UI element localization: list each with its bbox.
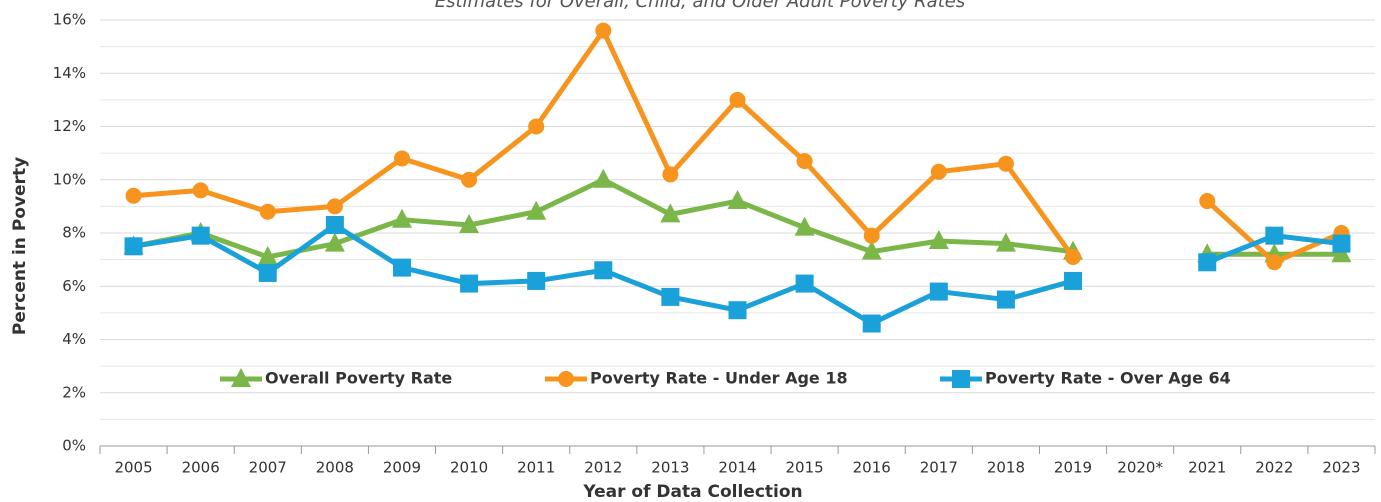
marker: [595, 22, 612, 39]
marker: [392, 258, 411, 277]
x-tick-label: 2022: [1255, 459, 1293, 477]
legend-label: Poverty Rate - Under Age 18: [590, 369, 848, 388]
legend-label: Poverty Rate - Over Age 64: [985, 369, 1231, 388]
marker: [393, 150, 410, 167]
legend-label: Overall Poverty Rate: [265, 369, 452, 388]
x-tick-label: 2012: [584, 459, 622, 477]
legend-item: Poverty Rate - Over Age 64: [940, 369, 1231, 388]
x-tick-label: 2021: [1188, 459, 1226, 477]
x-tick-label: 2014: [718, 459, 756, 477]
y-axis-label: Percent in Poverty: [10, 157, 30, 335]
x-tick-label: 2016: [853, 459, 891, 477]
marker: [1266, 254, 1283, 271]
marker: [526, 200, 547, 220]
x-tick-label: 2023: [1322, 459, 1360, 477]
y-tick-label: 14%: [53, 64, 86, 82]
marker: [996, 290, 1015, 309]
marker: [326, 198, 343, 215]
marker: [862, 314, 881, 333]
marker: [995, 232, 1016, 252]
marker: [461, 171, 478, 188]
marker: [1198, 253, 1217, 272]
marker: [459, 214, 480, 234]
marker: [796, 153, 813, 170]
x-tick-label: 2017: [920, 459, 958, 477]
marker: [558, 371, 574, 387]
marker: [997, 155, 1014, 172]
marker: [527, 271, 546, 290]
marker: [928, 229, 949, 249]
marker: [258, 263, 277, 282]
marker: [231, 368, 251, 387]
series-line: [133, 28, 1343, 265]
marker: [1064, 271, 1083, 290]
marker: [727, 190, 748, 210]
marker: [124, 237, 143, 256]
x-tick-label: 2018: [987, 459, 1025, 477]
y-tick-label: 16%: [53, 11, 86, 29]
marker: [863, 227, 880, 244]
x-tick-label: 2019: [1054, 459, 1092, 477]
marker: [861, 240, 882, 260]
marker: [1199, 193, 1216, 210]
marker: [729, 91, 746, 108]
x-tick-label: 2015: [786, 459, 824, 477]
marker: [594, 261, 613, 280]
marker: [257, 245, 278, 265]
marker: [192, 182, 209, 199]
y-tick-label: 8%: [62, 224, 86, 242]
marker: [460, 274, 479, 293]
x-tick-label: 2010: [450, 459, 488, 477]
marker: [930, 163, 947, 180]
marker: [259, 203, 276, 220]
marker: [1331, 243, 1352, 263]
x-tick-label: 2009: [383, 459, 421, 477]
x-tick-label: 2013: [651, 459, 689, 477]
x-tick-label: 2008: [316, 459, 354, 477]
y-tick-label: 10%: [53, 170, 86, 188]
chart-title: Estimates for Overall, Child, and Older …: [435, 0, 965, 12]
marker: [1265, 226, 1284, 245]
marker: [795, 274, 814, 293]
x-tick-label: 2020*: [1117, 459, 1163, 477]
marker: [1332, 234, 1351, 253]
x-tick-label: 2007: [249, 459, 287, 477]
y-tick-label: 4%: [62, 330, 86, 348]
x-tick-label: 2005: [114, 459, 152, 477]
marker: [324, 232, 345, 252]
y-tick-label: 0%: [62, 437, 86, 455]
y-tick-label: 12%: [53, 117, 86, 135]
marker: [125, 187, 142, 204]
marker: [952, 370, 970, 388]
x-tick-label: 2006: [182, 459, 220, 477]
y-tick-label: 6%: [62, 277, 86, 295]
legend-item: Overall Poverty Rate: [220, 368, 452, 388]
x-axis-label: Year of Data Collection: [582, 482, 802, 502]
marker: [391, 208, 412, 228]
marker: [660, 203, 681, 223]
marker: [661, 287, 680, 306]
marker: [929, 282, 948, 301]
legend-item: Poverty Rate - Under Age 18: [545, 369, 848, 388]
marker: [1065, 248, 1082, 265]
marker: [728, 301, 747, 320]
marker: [794, 216, 815, 236]
marker: [325, 216, 344, 235]
marker: [528, 118, 545, 135]
marker: [593, 168, 614, 188]
x-tick-label: 2011: [517, 459, 555, 477]
marker: [662, 166, 679, 183]
marker: [191, 226, 210, 245]
y-tick-label: 2%: [62, 383, 86, 401]
